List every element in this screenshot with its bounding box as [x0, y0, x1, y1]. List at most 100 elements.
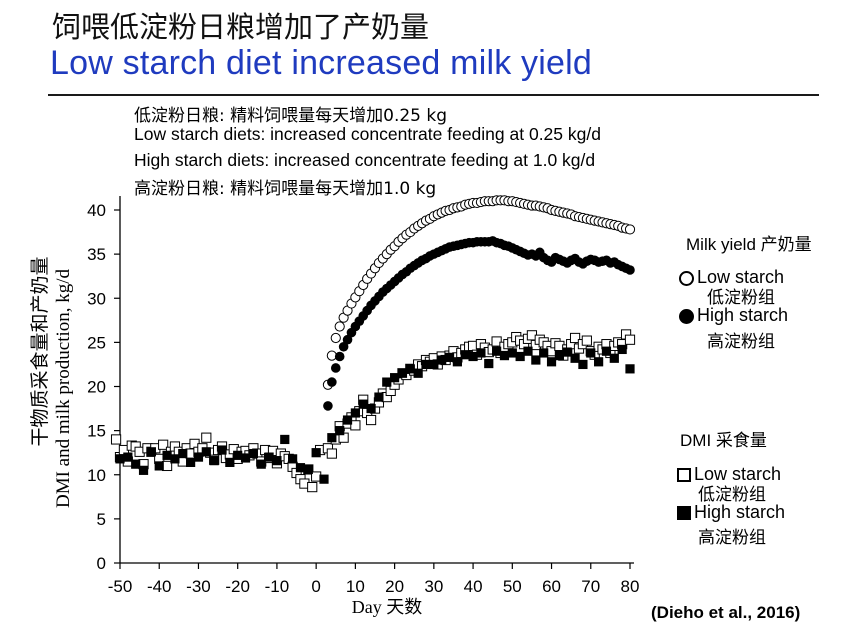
dmi-high-starch-point — [625, 364, 635, 374]
open-square-icon — [677, 468, 691, 483]
dmi-high-starch-point — [397, 368, 408, 378]
dmi-high-starch-point — [209, 456, 219, 466]
x-tick-label: 40 — [464, 577, 483, 596]
milk-low-starch-point — [624, 224, 636, 235]
legend-milk-low: Low starch — [679, 267, 784, 288]
dmi-high-starch-point — [484, 358, 494, 369]
dmi-high-starch-point — [366, 403, 376, 414]
milk-high-starch-point — [327, 377, 337, 387]
dmi-high-starch-point — [531, 355, 541, 365]
y-tick-label: 15 — [87, 422, 106, 441]
y-tick-label: 40 — [87, 201, 106, 220]
legend-milk-title: Milk yield 产奶量 — [686, 235, 812, 254]
dmi-high-starch-point — [280, 434, 290, 445]
x-tick-label: 10 — [346, 577, 365, 596]
title-english: Low starch diet increased milk yield — [50, 44, 592, 82]
dmi-high-starch-point — [507, 348, 517, 358]
milk-high-starch-point — [338, 341, 349, 352]
x-axis-label: Day 天数 — [352, 597, 423, 617]
dmi-high-starch-point — [272, 456, 282, 466]
dmi-high-starch-point — [225, 457, 235, 467]
dmi-high-starch-point — [594, 357, 604, 367]
dmi-low-starch-point — [307, 482, 318, 493]
dmi-high-starch-point — [546, 357, 557, 367]
dmi-high-starch-point — [390, 373, 400, 383]
legend-milk-low-cn: 低淀粉组 — [707, 288, 775, 308]
filled-circle-icon — [679, 308, 694, 324]
dmi-high-starch-point — [570, 353, 580, 363]
dmi-high-starch-point — [617, 344, 627, 355]
legend-milk-high-label: High starch — [697, 305, 789, 325]
dmi-high-starch-point — [162, 450, 172, 460]
dmi-high-starch-point — [444, 352, 455, 362]
dmi-low-starch-point — [201, 432, 212, 443]
x-tick-label: 50 — [503, 577, 522, 596]
dmi-low-starch-point — [311, 471, 322, 482]
dmi-low-starch-point — [158, 439, 169, 450]
filled-square-icon — [677, 506, 691, 521]
x-tick-label: -50 — [108, 577, 133, 596]
dmi-high-starch-point — [382, 377, 392, 387]
x-tick-label: -10 — [265, 577, 290, 596]
dmi-high-starch-point — [178, 448, 188, 459]
y-tick-label: 10 — [87, 466, 106, 485]
dmi-high-starch-point — [288, 454, 298, 464]
title-chinese: 饲喂低淀粉日粮增加了产奶量 — [52, 10, 430, 44]
dmi-high-starch-point — [193, 452, 204, 462]
dmi-high-starch-point — [601, 346, 612, 356]
dmi-high-starch-point — [515, 351, 525, 362]
legend-dmi-high: High starch — [677, 502, 785, 523]
dmi-high-starch-point — [578, 359, 588, 370]
dmi-low-starch-point — [110, 434, 122, 445]
dmi-low-starch-point — [326, 448, 337, 459]
open-circle-icon — [679, 270, 694, 286]
milk-high-starch-point — [342, 334, 353, 345]
dmi-high-starch-point — [327, 433, 337, 443]
y-tick-label: 30 — [87, 289, 106, 308]
legend-dmi-low-label: Low starch — [694, 464, 782, 484]
legend-dmi-low: Low starch — [677, 464, 781, 485]
dmi-high-starch-point — [429, 359, 439, 370]
dmi-high-starch-point — [405, 364, 415, 374]
x-tick-label: -20 — [225, 577, 250, 596]
x-tick-label: -40 — [147, 577, 172, 596]
title-divider — [48, 94, 819, 96]
x-tick-label: 30 — [424, 577, 443, 596]
y-axis-label-cn: 干物质采食量和产奶量 — [29, 256, 51, 446]
milk-high-starch-point — [334, 351, 345, 362]
note-high-starch-cn: 高淀粉日粮: 精料饲喂量每天增加1.0 kg — [134, 179, 437, 199]
dmi-high-starch-point — [499, 351, 510, 361]
x-tick-label: -30 — [186, 577, 211, 596]
x-tick-label: 80 — [621, 577, 640, 596]
legend-dmi-high-label: High starch — [694, 502, 786, 522]
x-tick-label: 20 — [385, 577, 404, 596]
milk-high-starch-point — [625, 265, 635, 275]
citation: (Dieho et al., 2016) — [651, 603, 801, 622]
dmi-low-starch-point — [624, 334, 636, 345]
dmi-high-starch-point — [350, 408, 360, 418]
dmi-high-starch-point — [319, 474, 329, 484]
dmi-high-starch-point — [248, 448, 258, 459]
dmi-high-starch-point — [217, 445, 227, 455]
dmi-high-starch-point — [146, 447, 156, 457]
legend-milk-low-label: Low starch — [697, 267, 785, 287]
dmi-low-starch-point — [569, 332, 581, 344]
dmi-high-starch-point — [186, 457, 196, 467]
note-high-starch-en: High starch diets: increased concentrate… — [134, 150, 596, 170]
dmi-high-starch-point — [452, 357, 462, 367]
y-tick-label: 5 — [97, 510, 106, 529]
dmi-high-starch-point — [123, 452, 133, 462]
note-low-starch-cn: 低淀粉日粮: 精料饲喂量每天增加0.25 kg — [134, 106, 448, 126]
dmi-high-starch-point — [437, 355, 447, 365]
dmi-high-starch-point — [335, 426, 345, 436]
milk-high-starch-point — [330, 363, 341, 373]
legend-milk-high-cn: 高淀粉组 — [707, 332, 775, 352]
legend-dmi-high-cn: 高淀粉组 — [698, 528, 766, 548]
milk-high-starch-point — [323, 401, 333, 411]
dmi-low-starch-point — [581, 335, 592, 346]
dmi-high-starch-point — [240, 453, 251, 463]
dmi-high-starch-point — [342, 415, 353, 425]
dmi-high-starch-point — [539, 348, 549, 358]
dmi-high-starch-point — [523, 346, 533, 356]
dmi-high-starch-point — [138, 465, 149, 475]
